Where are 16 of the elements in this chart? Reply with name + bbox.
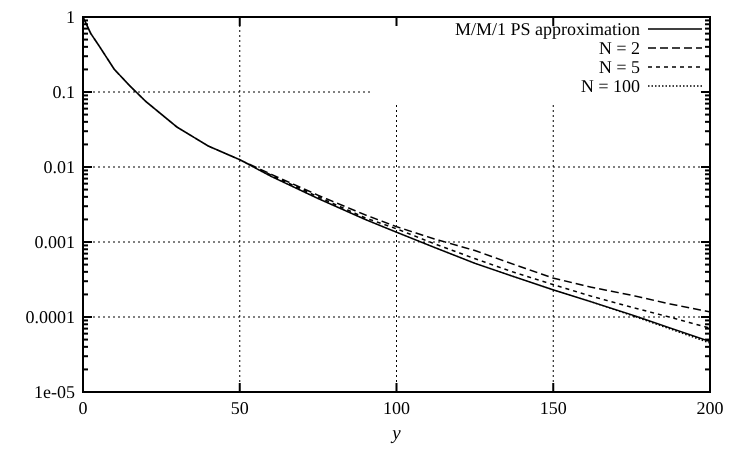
x-tick-label: 50: [230, 398, 249, 418]
legend-label: N = 100: [580, 76, 640, 96]
x-tick-label: 100: [383, 398, 410, 418]
y-tick-label: 1e-05: [34, 382, 75, 402]
y-tick-label: 1: [66, 7, 75, 27]
x-tick-label: 150: [540, 398, 567, 418]
y-tick-label: 0.01: [44, 157, 75, 177]
x-axis-title: y: [390, 423, 402, 444]
y-tick-label: 0.0001: [26, 307, 75, 327]
y-tick-label: 0.1: [52, 82, 75, 102]
x-tick-label: 200: [696, 398, 724, 418]
legend-label: N = 5: [598, 57, 640, 77]
y-tick-label: 0.001: [34, 232, 75, 252]
legend-label: M/M/1 PS approximation: [454, 19, 640, 39]
x-tick-label: 0: [78, 398, 88, 418]
legend-label: N = 2: [598, 38, 640, 58]
